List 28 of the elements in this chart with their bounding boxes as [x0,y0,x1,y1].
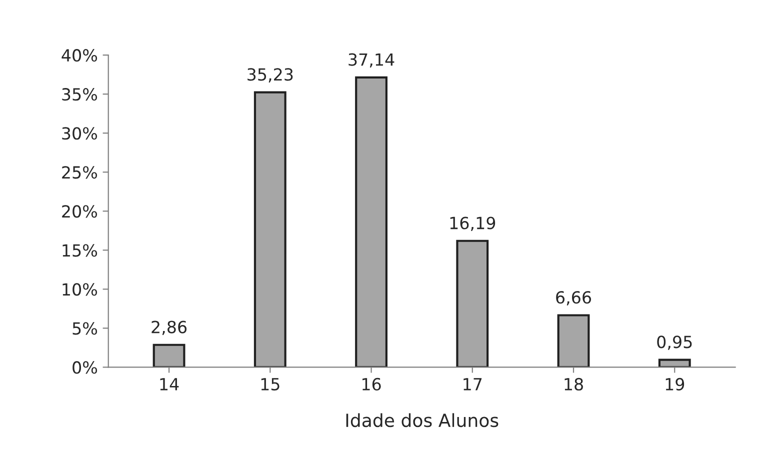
y-tick-label: 35% [62,88,98,101]
y-tick-label: 25% [62,166,98,179]
data-label: 2,86 [152,320,187,336]
x-tick-label: 14 [160,378,179,390]
x-tick-label: 17 [464,378,482,390]
data-label: 35,23 [248,68,293,82]
x-tick-label: 15 [261,378,280,391]
data-label: 0,95 [657,336,692,350]
bar [658,358,691,368]
y-tick-label: 30% [62,127,98,140]
x-tick-label: 18 [564,378,583,391]
x-axis-title: Idade dos Alunos [346,413,498,428]
data-label: 16,19 [450,216,496,232]
bar [355,76,388,368]
y-tick-label: 10% [62,283,98,296]
bar [456,240,489,368]
bar [254,91,286,368]
y-tick-label: 0% [72,361,98,374]
y-tick-label: 5% [72,322,98,335]
x-tick-label: 16 [362,378,381,391]
data-label: 37,14 [348,53,394,68]
x-tick-label: 19 [666,378,684,391]
y-tick-label: 40% [62,49,98,62]
bar [557,314,590,368]
y-tick-label: 20% [62,205,98,218]
y-tick-label: 15% [62,244,98,257]
bar [152,344,186,368]
data-label: 6,66 [556,291,592,306]
